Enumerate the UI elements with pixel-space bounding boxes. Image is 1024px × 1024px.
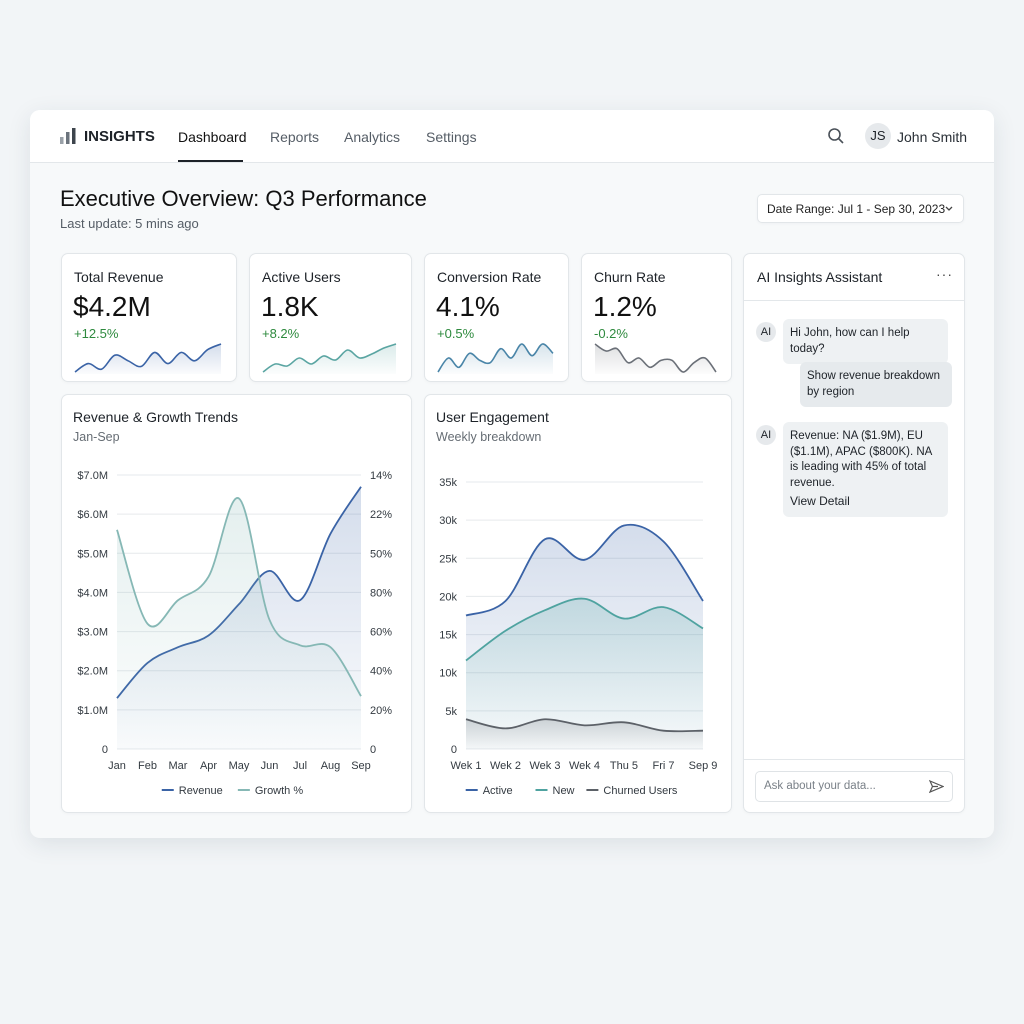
- kpi-label: Active Users: [262, 269, 341, 285]
- chat-placeholder: Ask about your data...: [764, 780, 876, 792]
- send-button[interactable]: [929, 779, 944, 794]
- kpi-value: 1.2%: [593, 291, 657, 322]
- page-subtitle: Last update: 5 mins ago: [60, 216, 199, 231]
- ai-avatar: AI: [756, 322, 776, 342]
- ai-message: Hi John, how can I help today?: [783, 319, 948, 364]
- kpi-card: Total Revenue $4.2M +12.5%: [61, 253, 237, 382]
- kpi-change: +0.5%: [437, 326, 475, 341]
- kpi-value: $4.2M: [73, 291, 151, 322]
- kpi-label: Total Revenue: [74, 269, 164, 285]
- nav-link[interactable]: Analytics: [344, 129, 401, 145]
- kpi-change: -0.2%: [594, 326, 628, 341]
- ai-message: Revenue: NA ($1.9M), EU ($1.1M), APAC ($…: [783, 422, 948, 517]
- user-message: Show revenue breakdown by region: [800, 362, 952, 407]
- nav-link[interactable]: Reports: [270, 129, 320, 145]
- nav-link[interactable]: Settings: [426, 129, 477, 145]
- divider: [744, 759, 964, 760]
- nav-link[interactable]: Dashboard: [178, 129, 247, 145]
- message-link[interactable]: View Detail: [790, 494, 850, 508]
- brand-icon: [60, 128, 76, 144]
- date-range: Date Range: Jul 1 - Sep 30, 2023: [767, 202, 946, 216]
- divider: [744, 300, 964, 301]
- page-title: Executive Overview: Q3 Performance: [60, 186, 427, 211]
- more-menu[interactable]: ···: [936, 266, 953, 282]
- message-text: Show revenue breakdown by region: [807, 370, 940, 398]
- user-avatar[interactable]: JS: [865, 123, 891, 149]
- chat-input[interactable]: Ask about your data...: [755, 771, 953, 802]
- kpi-value: 1.8K: [261, 291, 319, 322]
- kpi-card: Conversion Rate 4.1% +0.5%: [424, 253, 569, 382]
- user-name[interactable]: John Smith: [897, 129, 968, 145]
- chevron: [945, 206, 953, 211]
- kpi-card: Churn Rate 1.2% -0.2%: [581, 253, 732, 382]
- nav-active-underline: [178, 160, 243, 162]
- message-text: Hi John, how can I help today?: [790, 327, 910, 355]
- kpi-change: +12.5%: [74, 326, 119, 341]
- message-text: Revenue: NA ($1.9M), EU ($1.1M), APAC ($…: [790, 430, 932, 489]
- engagement-panel: [424, 394, 732, 813]
- search-icon[interactable]: [827, 127, 845, 145]
- kpi-label: Conversion Rate: [437, 269, 542, 285]
- kpi-card: Active Users 1.8K +8.2%: [249, 253, 412, 382]
- assistant-title: AI Insights Assistant: [757, 269, 883, 285]
- date-range-picker[interactable]: Date Range: Jul 1 - Sep 30, 2023: [757, 194, 964, 223]
- kpi-label: Churn Rate: [594, 269, 666, 285]
- brand: INSIGHTS: [84, 128, 155, 145]
- assistant-panel: AI Insights Assistant ··· AI Hi John, how…: [743, 253, 965, 813]
- revenue-panel: [61, 394, 412, 813]
- kpi-value: 4.1%: [436, 291, 500, 322]
- ai-avatar: AI: [756, 425, 776, 445]
- top-nav: INSIGHTS JS John Smith Dashboard Reports A…: [30, 110, 994, 163]
- kpi-change: +8.2%: [262, 326, 300, 341]
